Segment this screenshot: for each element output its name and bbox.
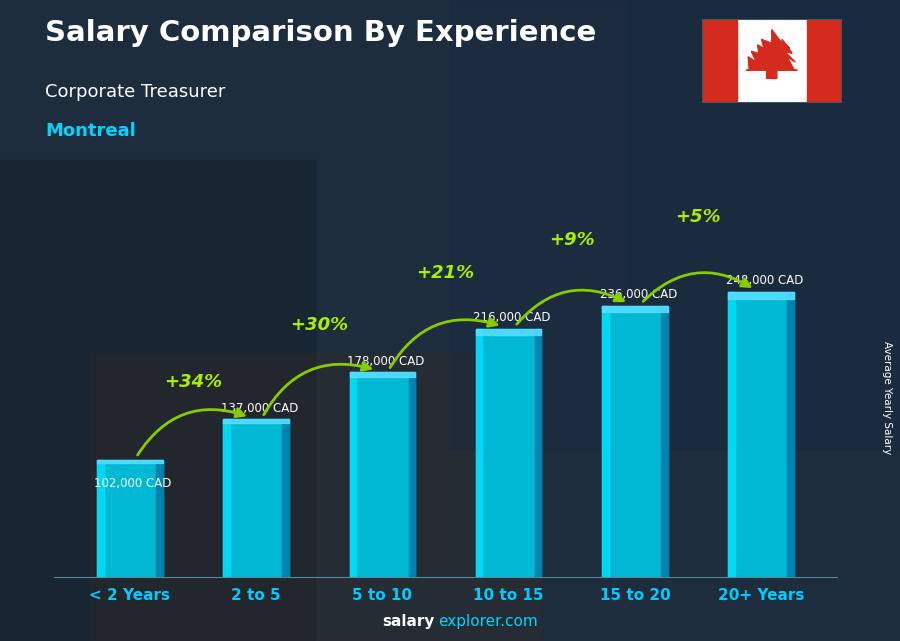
Bar [349,372,415,577]
Bar [349,372,356,577]
Text: Corporate Treasurer: Corporate Treasurer [45,83,225,101]
Bar [728,292,735,577]
Bar [630,0,900,449]
Text: +9%: +9% [549,231,595,249]
Text: 137,000 CAD: 137,000 CAD [220,402,298,415]
Bar [806,19,842,103]
Bar [602,306,668,312]
Text: Salary Comparison By Experience: Salary Comparison By Experience [45,19,596,47]
Text: 236,000 CAD: 236,000 CAD [599,288,677,301]
Bar [223,419,289,577]
Bar [97,460,163,577]
Bar [223,419,289,423]
Text: +30%: +30% [290,317,348,335]
Text: salary: salary [382,615,435,629]
Text: Montreal: Montreal [45,122,136,140]
Bar [97,460,104,577]
Bar [476,329,482,577]
Text: Average Yearly Salary: Average Yearly Salary [881,341,892,454]
Bar [97,460,163,463]
Bar [283,419,289,577]
Text: 178,000 CAD: 178,000 CAD [347,354,425,368]
Bar [0,160,315,641]
Bar [450,0,900,449]
Text: +34%: +34% [164,372,222,391]
Bar [156,460,163,577]
Bar [662,306,668,577]
Text: 216,000 CAD: 216,000 CAD [473,311,551,324]
Bar [409,372,415,577]
Text: explorer.com: explorer.com [438,615,538,629]
Bar [349,372,415,378]
Bar [788,292,794,577]
Bar [223,419,230,577]
Bar [602,306,668,577]
Text: 248,000 CAD: 248,000 CAD [726,274,803,287]
Text: +5%: +5% [675,208,721,226]
Bar [702,19,737,103]
Bar [535,329,542,577]
Bar [728,292,794,299]
Bar [90,353,540,641]
Text: 102,000 CAD: 102,000 CAD [94,477,172,490]
Polygon shape [746,29,797,78]
Bar [602,306,608,577]
Bar [476,329,542,335]
Bar [728,292,794,577]
Text: +21%: +21% [417,263,474,281]
Bar [476,329,542,577]
